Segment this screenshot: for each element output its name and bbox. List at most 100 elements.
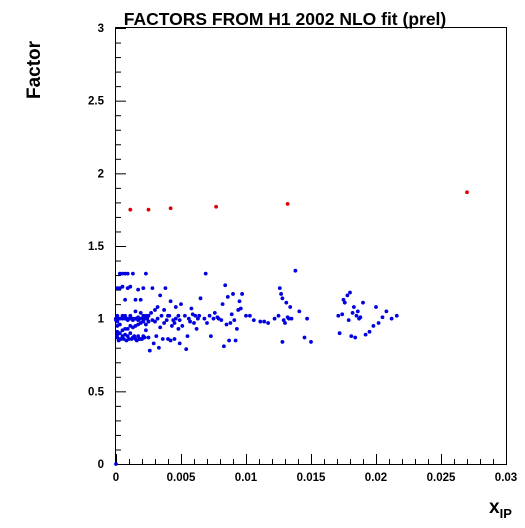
- blue-data-point: [138, 310, 143, 315]
- blue-data-point: [125, 271, 130, 276]
- blue-data-point: [120, 316, 125, 321]
- blue-data-point: [193, 313, 198, 318]
- blue-data-point: [196, 316, 200, 321]
- blue-data-point: [258, 319, 263, 324]
- blue-data-point: [183, 313, 187, 318]
- blue-data-point: [237, 299, 242, 304]
- blue-data-point: [280, 296, 285, 301]
- blue-data-point: [144, 328, 148, 333]
- blue-data-point: [131, 316, 135, 321]
- blue-data-point: [336, 313, 341, 318]
- blue-data-point: [168, 299, 173, 304]
- blue-data-point: [123, 271, 127, 276]
- red-data-point: [214, 204, 219, 209]
- x-axis-label: xIP: [489, 497, 512, 521]
- blue-data-point: [197, 313, 202, 318]
- blue-data-point: [153, 308, 157, 312]
- blue-data-point: [194, 326, 199, 331]
- blue-data-point: [283, 321, 287, 325]
- blue-data-point: [394, 313, 399, 318]
- y-tick-label: 0.5: [88, 386, 105, 398]
- blue-data-point: [147, 348, 152, 353]
- red-data-point: [465, 190, 469, 195]
- blue-data-point: [376, 321, 381, 325]
- blue-data-point: [209, 334, 213, 339]
- blue-data-point: [211, 316, 216, 321]
- blue-data-point: [150, 286, 155, 291]
- blue-data-point: [125, 326, 130, 331]
- blue-data-point: [240, 292, 245, 296]
- blue-data-point: [288, 305, 293, 309]
- blue-data-point: [144, 322, 148, 327]
- blue-data-point: [141, 316, 146, 321]
- plot-frame: [115, 27, 507, 465]
- blue-data-point: [133, 309, 138, 314]
- blue-data-point: [118, 331, 122, 336]
- blue-data-point: [163, 286, 168, 291]
- blue-data-point: [276, 313, 281, 318]
- blue-data-point: [153, 319, 157, 324]
- y-tick-label: 2: [98, 168, 104, 180]
- blue-data-point: [172, 337, 177, 341]
- blue-data-point: [118, 271, 122, 276]
- blue-data-point: [389, 316, 394, 321]
- blue-data-point: [120, 313, 125, 318]
- y-tick-label: 1.5: [88, 241, 105, 253]
- blue-data-point: [146, 313, 151, 318]
- blue-data-point: [125, 334, 130, 339]
- blue-data-point: [229, 312, 234, 317]
- blue-data-point: [225, 294, 230, 299]
- x-tick-label: 0.03: [495, 472, 517, 484]
- blue-data-point: [346, 318, 351, 323]
- x-tick-label: 0: [113, 472, 119, 484]
- x-tick-label: 0.015: [297, 472, 326, 484]
- y-tick-label: 2.5: [88, 96, 105, 108]
- blue-data-point: [141, 319, 146, 324]
- blue-data-point: [223, 283, 228, 288]
- blue-data-point: [349, 334, 354, 339]
- blue-data-point: [164, 318, 169, 323]
- blue-data-point: [151, 341, 156, 346]
- x-tick-label: 0.025: [427, 472, 456, 484]
- blue-data-point: [162, 321, 167, 325]
- blue-data-point: [123, 313, 127, 318]
- blue-data-point: [141, 313, 146, 318]
- blue-data-point: [353, 335, 358, 340]
- blue-data-point: [133, 297, 138, 302]
- blue-data-point: [341, 297, 346, 302]
- blue-data-point: [297, 309, 302, 314]
- chart-title: FACTORS FROM H1 2002 NLO fit (prel): [124, 9, 447, 29]
- blue-data-point: [176, 326, 181, 331]
- blue-data-point: [158, 325, 163, 330]
- blue-data-point: [189, 306, 194, 311]
- blue-data-point: [228, 321, 233, 325]
- blue-data-point: [384, 309, 389, 314]
- blue-data-point: [302, 335, 307, 340]
- y-tick-label: 0: [98, 459, 104, 471]
- blue-data-point: [202, 316, 207, 321]
- blue-data-point: [367, 329, 372, 334]
- blue-data-point: [170, 324, 174, 328]
- blue-data-point: [136, 334, 141, 339]
- blue-data-point: [279, 292, 283, 296]
- blue-data-point: [371, 324, 376, 328]
- blue-data-point: [115, 319, 120, 324]
- blue-data-point: [188, 319, 193, 324]
- blue-data-point: [232, 318, 237, 323]
- blue-data-point: [131, 271, 135, 276]
- blue-data-point: [142, 335, 147, 340]
- blue-data-point: [138, 297, 143, 302]
- blue-data-point: [354, 313, 359, 318]
- blue-data-point: [114, 462, 118, 466]
- x-axis: 0 0.005 0.01 0.015 0.02 0.025 0.03: [113, 454, 517, 484]
- blue-data-point: [262, 319, 267, 324]
- blue-data-point: [128, 284, 133, 289]
- blue-data-point: [350, 310, 355, 315]
- blue-data-point: [272, 316, 277, 321]
- blue-data-point: [224, 322, 229, 327]
- blue-data-point: [168, 338, 173, 343]
- blue-data-point: [115, 286, 120, 291]
- blue-data-point: [277, 286, 282, 291]
- x-tick-label: 0.005: [167, 472, 196, 484]
- blue-data-point: [186, 316, 191, 321]
